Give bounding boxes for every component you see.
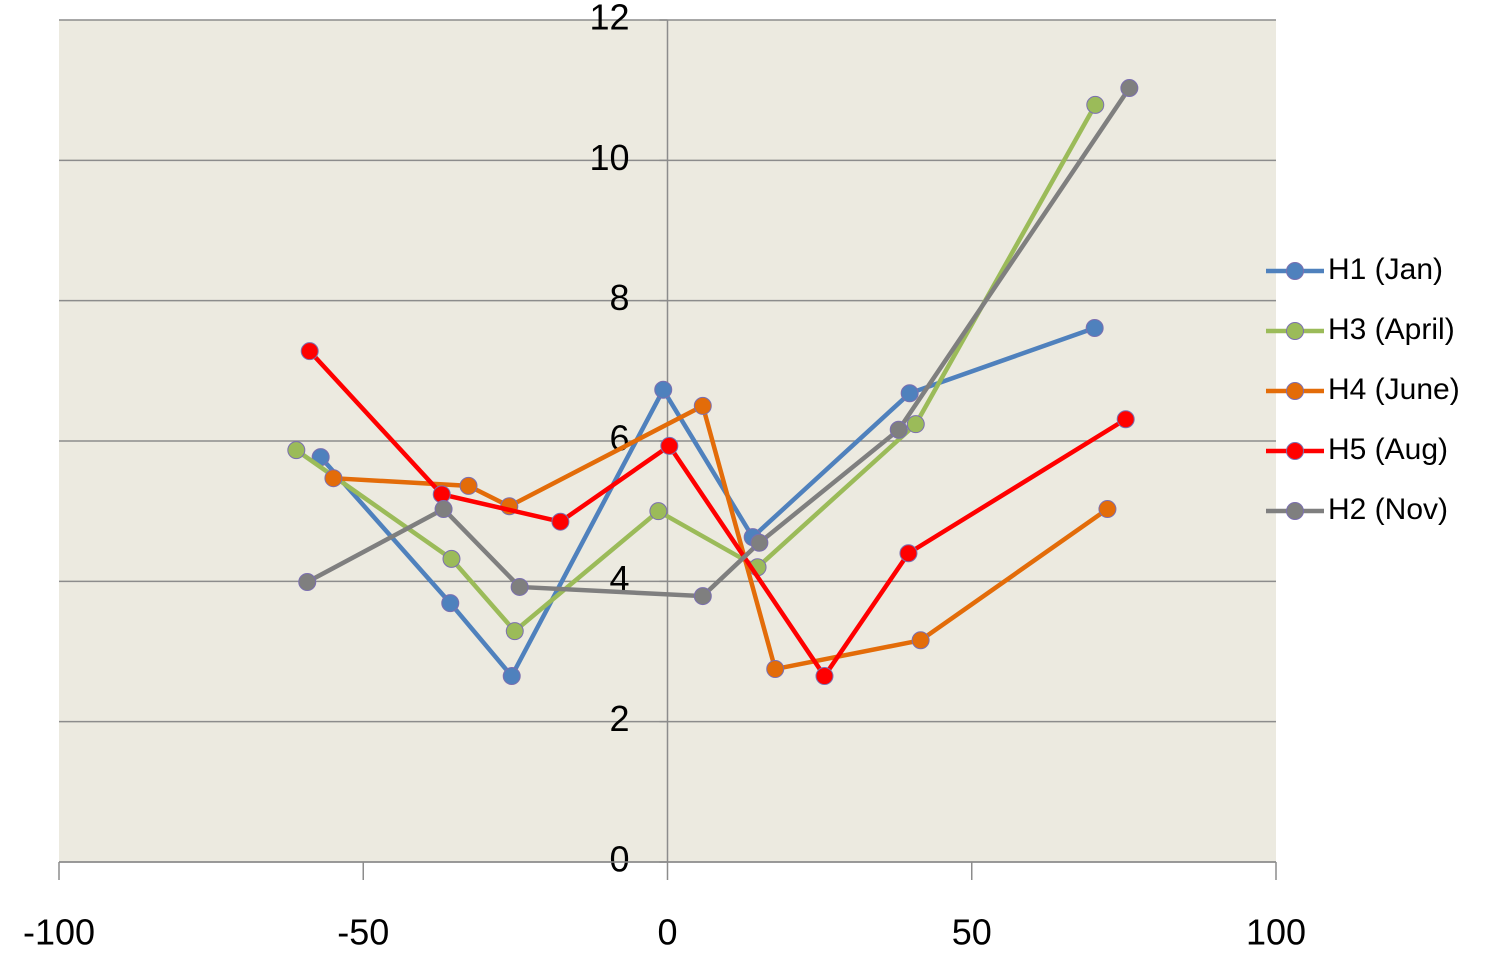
data-point (815, 667, 834, 686)
data-point (899, 544, 918, 563)
y-tick-label: 4 (609, 558, 629, 599)
data-point (287, 441, 306, 460)
legend-marker (1286, 382, 1304, 400)
data-point (911, 631, 930, 650)
legend-marker (1286, 502, 1304, 520)
data-point (551, 512, 570, 531)
data-point (510, 577, 529, 596)
x-tick-label: 0 (657, 912, 677, 953)
data-point (1086, 95, 1105, 114)
data-point (442, 549, 461, 568)
data-point (1085, 319, 1104, 338)
x-tick-label: 100 (1246, 912, 1306, 953)
x-tick-label: -100 (23, 912, 95, 953)
data-point (654, 380, 673, 399)
data-point (693, 587, 712, 606)
data-point (766, 660, 785, 679)
data-point (434, 500, 453, 519)
y-tick-label: 2 (609, 698, 629, 739)
y-tick-label: 0 (609, 839, 629, 880)
data-point (906, 415, 925, 434)
data-point (324, 469, 343, 488)
data-point (750, 533, 769, 552)
legend-marker (1286, 442, 1304, 460)
data-point (1120, 79, 1139, 98)
y-tick-label: 12 (589, 0, 629, 38)
data-point (693, 396, 712, 415)
data-point (900, 384, 919, 403)
x-tick-label: -50 (337, 912, 389, 953)
x-tick-label: 50 (952, 912, 992, 953)
legend-label: H1 (Jan) (1328, 253, 1443, 286)
y-tick-label: 10 (589, 137, 629, 178)
data-point (502, 667, 521, 686)
data-point (300, 342, 319, 361)
data-point (298, 573, 317, 592)
data-point (505, 622, 524, 641)
data-point (649, 502, 668, 521)
legend-marker (1286, 322, 1304, 340)
legend-label: H4 (June) (1328, 373, 1460, 406)
data-point (1116, 410, 1135, 429)
data-point (660, 436, 679, 455)
legend-label: H3 (April) (1328, 313, 1455, 346)
data-point (1098, 500, 1117, 519)
y-tick-label: 8 (609, 277, 629, 318)
legend-label: H2 (Nov) (1328, 493, 1448, 526)
legend-label: H5 (Aug) (1328, 433, 1448, 466)
data-point (889, 420, 908, 439)
legend-marker (1286, 262, 1304, 280)
data-point (441, 594, 460, 613)
data-point (459, 476, 478, 495)
